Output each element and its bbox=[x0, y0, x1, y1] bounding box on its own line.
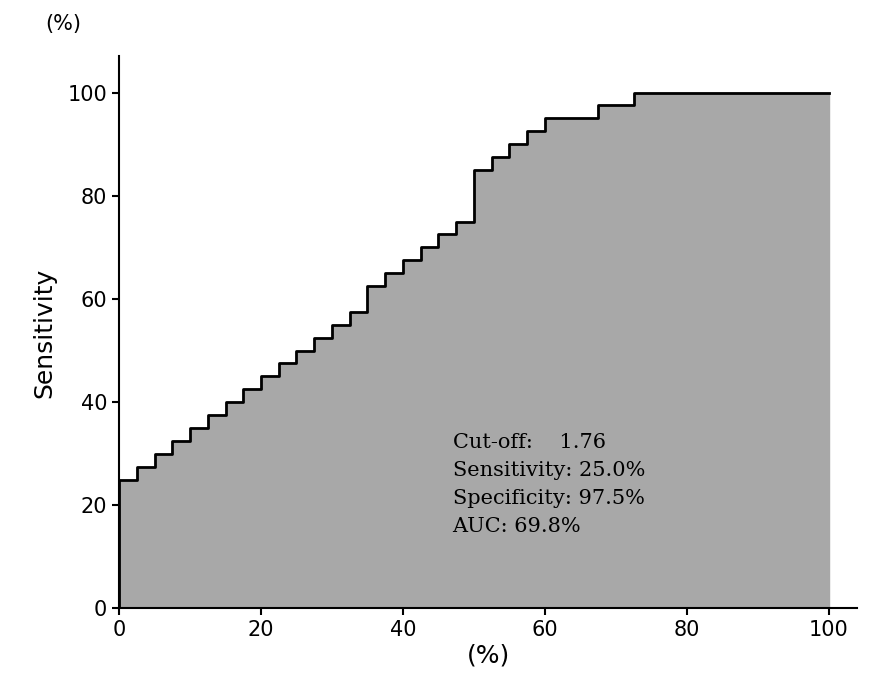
Text: (%): (%) bbox=[45, 15, 81, 34]
Text: Cut-off:    1.76
Sensitivity: 25.0%
Specificity: 97.5%
AUC: 69.8%: Cut-off: 1.76 Sensitivity: 25.0% Specifi… bbox=[453, 434, 645, 536]
Polygon shape bbox=[119, 93, 828, 608]
X-axis label: (%): (%) bbox=[467, 643, 509, 667]
Y-axis label: Sensitivity: Sensitivity bbox=[32, 267, 57, 397]
